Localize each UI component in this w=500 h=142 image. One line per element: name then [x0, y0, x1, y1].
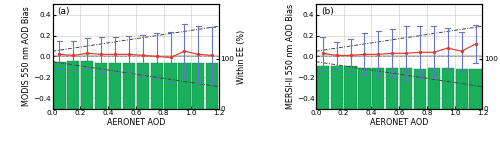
Bar: [386, 68, 398, 109]
Bar: [372, 68, 384, 109]
Bar: [136, 63, 149, 109]
Bar: [164, 63, 176, 109]
Y-axis label: MODIS 550 nm AOD Bias: MODIS 550 nm AOD Bias: [22, 7, 32, 106]
Bar: [54, 62, 66, 109]
Bar: [178, 62, 190, 109]
X-axis label: AERONET AOD: AERONET AOD: [370, 118, 428, 127]
Y-axis label: Within EE (%): Within EE (%): [237, 29, 246, 84]
Bar: [442, 68, 454, 109]
Y-axis label: MERSI-II 550 nm AOD Bias: MERSI-II 550 nm AOD Bias: [286, 4, 294, 109]
X-axis label: AERONET AOD: AERONET AOD: [106, 118, 165, 127]
Bar: [358, 68, 370, 109]
Bar: [150, 62, 163, 109]
Bar: [470, 69, 482, 109]
Bar: [67, 61, 80, 109]
Bar: [192, 63, 204, 109]
Bar: [456, 69, 468, 109]
Bar: [330, 66, 343, 109]
Text: (b): (b): [321, 7, 334, 16]
Bar: [81, 61, 94, 109]
Bar: [123, 63, 135, 109]
Text: (a): (a): [58, 7, 70, 16]
Bar: [316, 66, 329, 109]
Bar: [400, 68, 412, 109]
Bar: [109, 63, 121, 109]
Bar: [428, 68, 440, 109]
Bar: [414, 69, 426, 109]
Bar: [95, 62, 107, 109]
Bar: [344, 66, 356, 109]
Bar: [206, 63, 218, 109]
